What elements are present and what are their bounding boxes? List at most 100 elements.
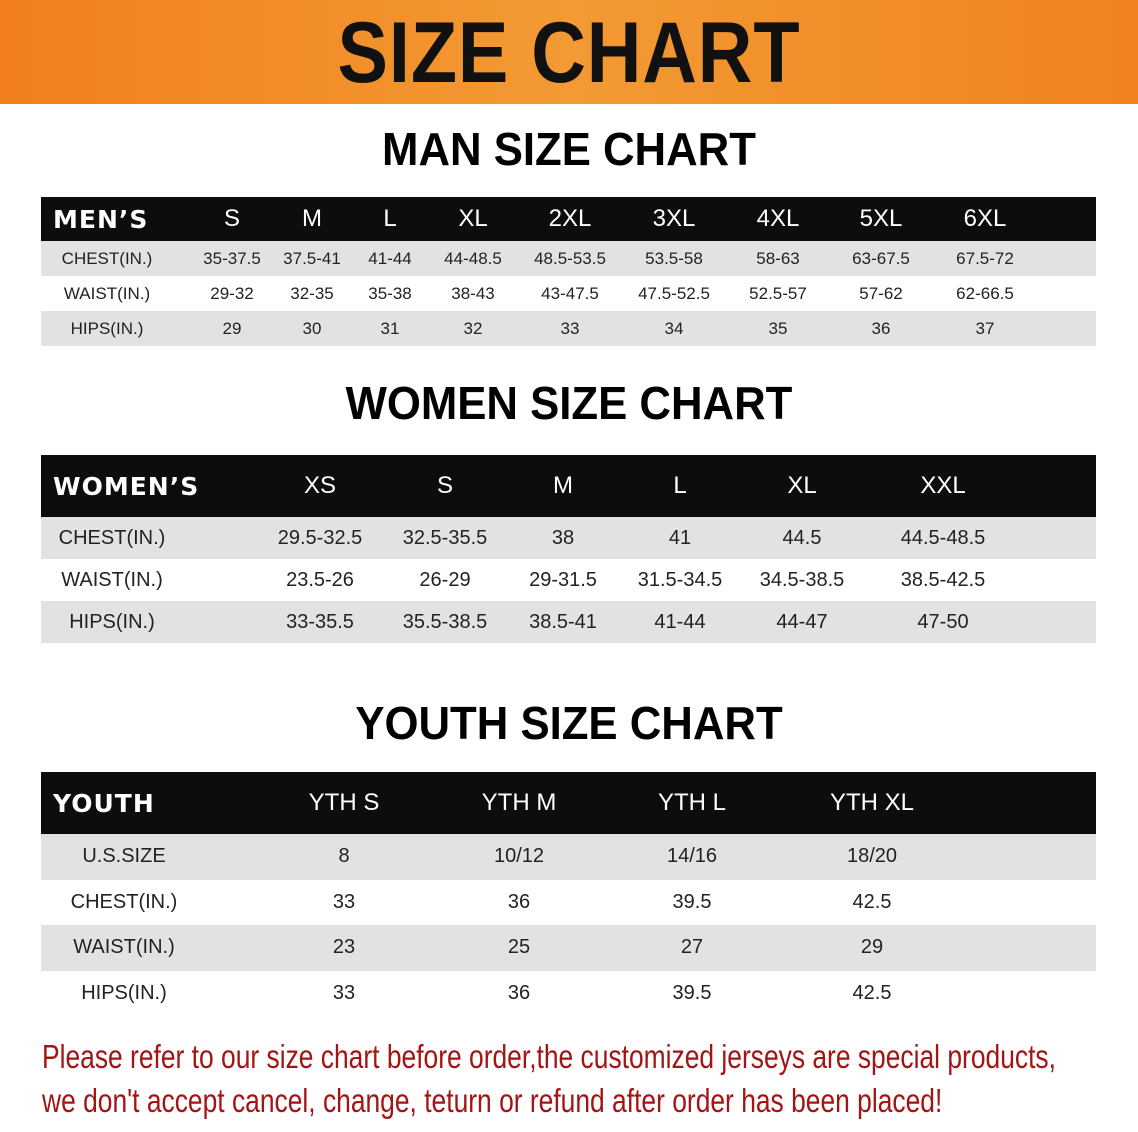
table-cell: 35.5-38.5 [402,610,488,633]
table-cell: 41-44 [654,610,706,633]
banner-title: SIZE CHART [337,5,801,101]
header-label: YOUTH [53,788,155,818]
size-header-2xl: 2XL [548,205,592,232]
table-cell: 38 [551,526,575,549]
size-header-xl: XL [787,472,817,499]
size-header-yth-xl: YTH XL [829,789,915,816]
size-header-xs: XS [303,472,337,499]
size-header-5xl: 5XL [859,205,903,232]
row-label: WAIST(IN.) [61,568,163,591]
table-row: U.S.SIZE 8 10/12 14/16 18/20 [41,834,1096,880]
table-row: WAIST(IN.) 23.5-26 26-29 29-31.5 31.5-34.5 34… [41,559,1096,601]
size-header-3xl: 3XL [652,205,696,232]
table-header: MEN’S S M L XL 2XL 3XL 4XL 5XL 6XL [41,197,1096,241]
notice-line-1: Please refer to our size chart before or… [42,1038,1056,1075]
size-header-l: L [383,205,397,232]
table-cell: 31.5-34.5 [637,568,723,591]
table-cell: 37 [975,318,995,338]
table-cell: 67.5-72 [956,248,1014,268]
header-label: WOMEN’S [53,471,200,501]
notice-line-2: we don't accept cancel, change, teturn o… [42,1082,943,1119]
table-cell: 44.5 [782,526,822,549]
men-section-title: MAN SIZE CHART [382,123,756,175]
table-row: CHEST(IN.) 33 36 39.5 42.5 [41,880,1096,926]
table-cell: 33 [332,981,356,1004]
table-cell: 36 [871,318,891,338]
women-size-table: WOMEN’S XS S M L XL XXL CHEST(IN.) 29.5-32.5 32.5… [41,455,1096,643]
table-row: HIPS(IN.) 29 30 31 32 33 34 35 36 37 [41,311,1096,346]
table-cell: 47.5-52.5 [638,283,710,303]
table-cell: 38.5-42.5 [900,568,986,591]
table-cell: 33-35.5 [286,610,354,633]
table-cell: 57-62 [859,283,903,303]
table-cell: 29 [222,318,242,338]
table-cell: 39.5 [672,890,712,913]
table-cell: 42.5 [852,890,892,913]
table-cell: 33 [332,890,356,913]
table-cell: 23 [332,936,356,959]
table-cell: 32-35 [290,283,334,303]
table-cell: 39.5 [672,981,712,1004]
youth-section-title: YOUTH SIZE CHART [355,697,783,749]
table-cell: 41 [668,526,692,549]
table-cell: 35 [768,318,788,338]
table-cell: 41-44 [368,248,412,268]
table-row: CHEST(IN.) 29.5-32.5 32.5-35.5 38 41 44.5 44.5… [41,517,1096,559]
table-cell: 44-47 [776,610,828,633]
row-label: U.S.SIZE [82,845,166,868]
row-label: CHEST(IN.) [58,526,166,549]
table-cell: 63-67.5 [852,248,910,268]
table-cell: 35-38 [368,283,412,303]
table-cell: 53.5-58 [645,248,703,268]
banner: SIZE CHART [0,0,1138,104]
row-label: HIPS(IN.) [81,981,167,1004]
table-cell: 42.5 [852,981,892,1004]
table-cell: 38.5-41 [529,610,597,633]
table-cell: 44-48.5 [444,248,502,268]
row-label: HIPS(IN.) [70,318,144,338]
size-header-l: L [673,472,687,499]
table-cell: 35-37.5 [203,248,261,268]
row-label: WAIST(IN.) [63,283,151,303]
table-cell: 23.5-26 [286,568,354,591]
table-cell: 52.5-57 [749,283,807,303]
table-row: HIPS(IN.) 33-35.5 35.5-38.5 38.5-41 41-44 44-… [41,601,1096,643]
size-header-yth-s: YTH S [308,789,380,816]
table-row: CHEST(IN.) 35-37.5 37.5-41 41-44 44-48.5 48.5… [41,241,1096,276]
table-cell: 29.5-32.5 [277,526,363,549]
row-label: CHEST(IN.) [61,248,153,268]
table-cell: 37.5-41 [283,248,341,268]
size-header-yth-m: YTH M [481,789,557,816]
row-label: WAIST(IN.) [73,936,175,959]
table-cell: 14/16 [666,845,718,868]
row-label: CHEST(IN.) [70,890,178,913]
table-cell: 34 [664,318,684,338]
size-header-s: S [436,472,454,499]
youth-size-table: YOUTH YTH S YTH M YTH L YTH XL U.S.SIZE 8 10/12… [41,772,1096,1016]
table-header: YOUTH YTH S YTH M YTH L YTH XL [41,772,1096,834]
table-row: WAIST(IN.) 23 25 27 29 [41,925,1096,971]
table-cell: 34.5-38.5 [759,568,845,591]
size-header-xl: XL [458,205,488,232]
table-cell: 31 [380,318,400,338]
size-header-6xl: 6XL [963,205,1007,232]
table-cell: 29 [860,936,884,959]
table-header: WOMEN’S XS S M L XL XXL [41,455,1096,517]
table-cell: 30 [302,318,322,338]
table-row: HIPS(IN.) 33 36 39.5 42.5 [41,971,1096,1017]
table-cell: 38-43 [451,283,495,303]
table-cell: 32 [463,318,483,338]
table-cell: 36 [507,890,531,913]
table-cell: 32.5-35.5 [402,526,488,549]
table-cell: 58-63 [756,248,800,268]
row-label: HIPS(IN.) [69,610,155,633]
table-cell: 26-29 [419,568,471,591]
size-header-yth-l: YTH L [657,789,727,816]
size-header-s: S [223,205,241,232]
men-size-table: MEN’S S M L XL 2XL 3XL 4XL 5XL 6XL CHEST(IN.) 35-37… [41,197,1096,346]
table-cell: 8 [338,845,350,868]
table-cell: 43-47.5 [541,283,599,303]
table-row: WAIST(IN.) 29-32 32-35 35-38 38-43 43-47.5 47.… [41,276,1096,311]
women-section-title: WOMEN SIZE CHART [345,377,793,429]
size-header-m: M [302,205,322,232]
